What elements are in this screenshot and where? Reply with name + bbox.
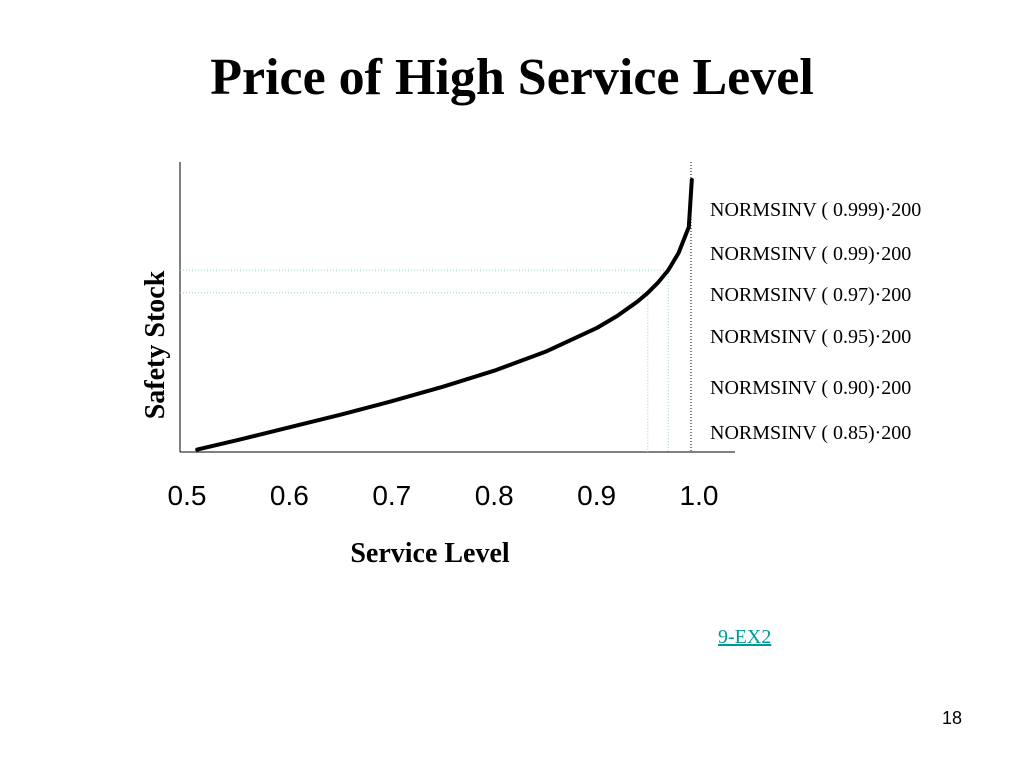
annotation-097: NORMSINV ( 0.97)·200 — [710, 284, 912, 306]
annotation-095: NORMSINV ( 0.95)·200 — [710, 326, 912, 348]
x-axis-title: Service Level — [350, 538, 510, 569]
safety-stock-curve — [195, 178, 694, 452]
page-number: 18 — [941, 708, 962, 728]
example-link[interactable]: 9-EX2 — [718, 626, 772, 648]
annotation-090: NORMSINV ( 0.90)·200 — [710, 377, 912, 399]
annotation-099: NORMSINV ( 0.99)·200 — [710, 243, 912, 265]
x-tick-label: 0.8 — [475, 480, 514, 511]
annotation-085: NORMSINV ( 0.85)·200 — [710, 422, 912, 444]
x-tick-label: 0.5 — [168, 480, 207, 511]
slide-title: Price of High Service Level — [210, 49, 814, 106]
x-tick-label: 0.7 — [372, 480, 411, 511]
x-tick-label: 1.0 — [680, 480, 719, 511]
annotation-0999: NORMSINV ( 0.999)·200 — [710, 199, 922, 221]
y-axis-title: Safety Stock — [140, 270, 171, 420]
x-tick-label: 0.9 — [577, 480, 616, 511]
x-tick-label: 0.6 — [270, 480, 309, 511]
